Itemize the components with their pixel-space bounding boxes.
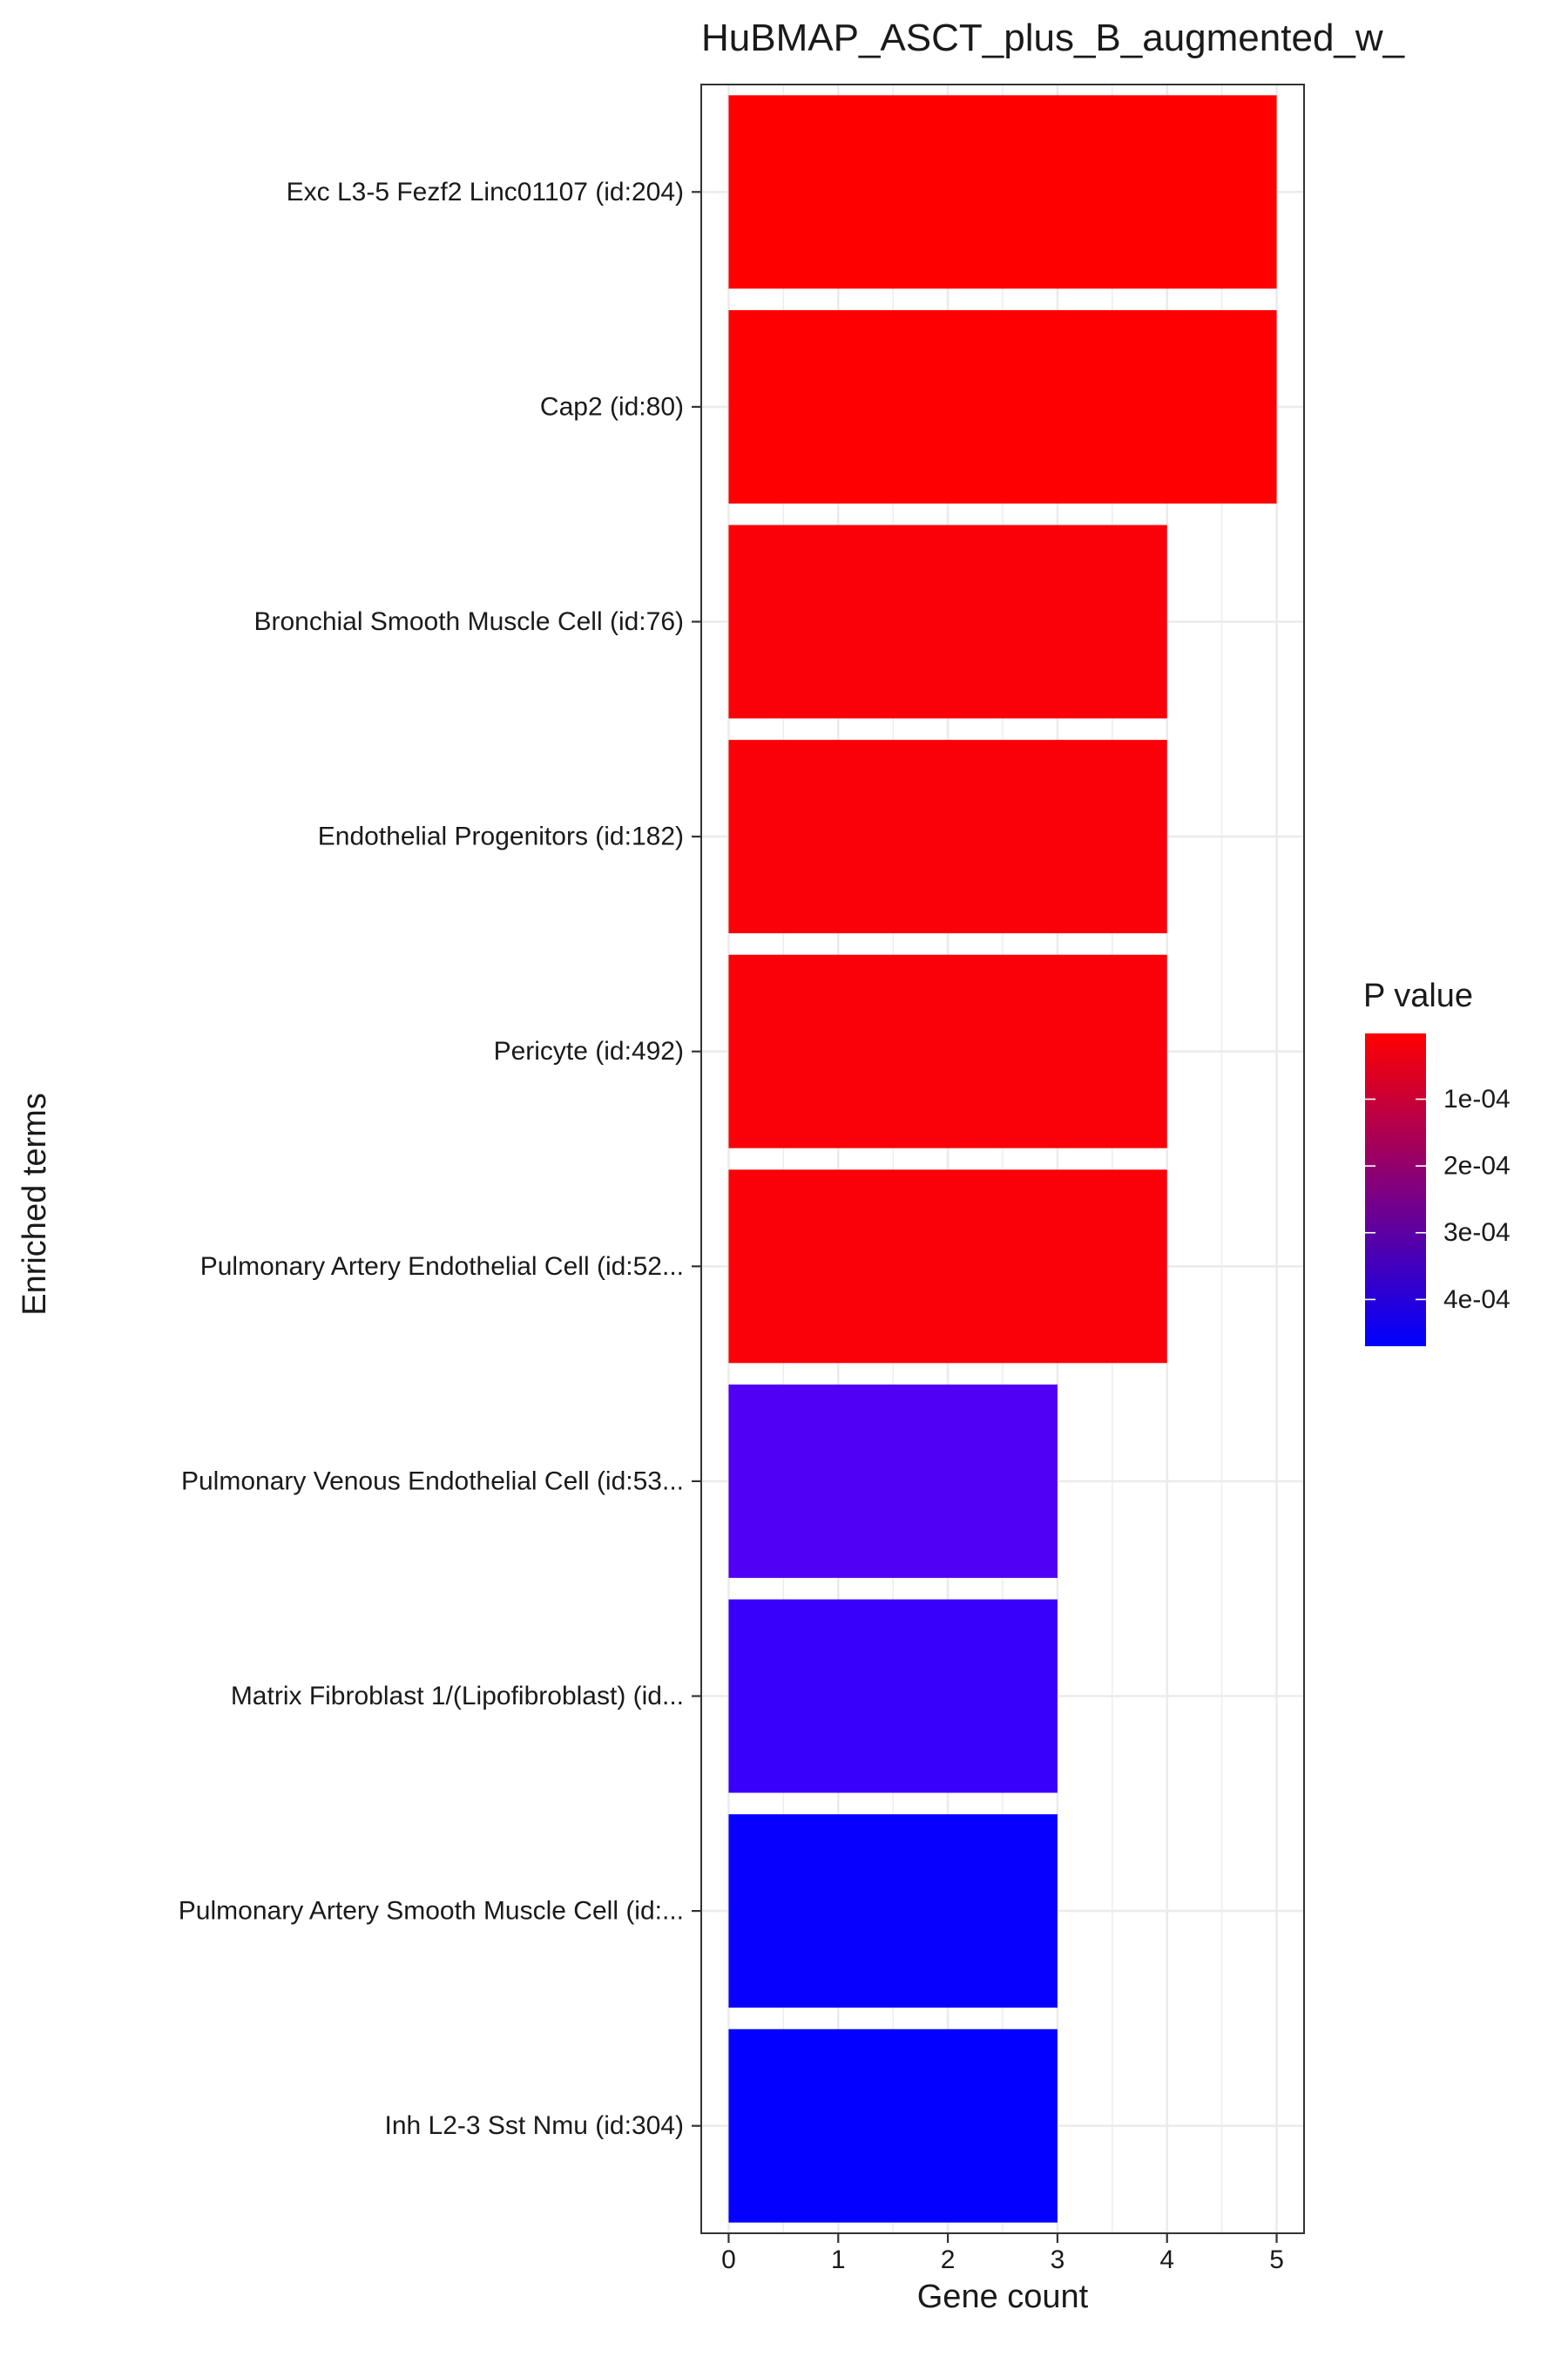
- legend-colorbar: [1365, 1033, 1426, 1346]
- bars: [728, 95, 1277, 2223]
- y-tick-label: Matrix Fibroblast 1/(Lipofibroblast) (id…: [231, 1682, 684, 1710]
- chart-title: HuBMAP_ASCT_plus_B_augmented_w_: [701, 17, 1405, 59]
- bar: [728, 309, 1277, 504]
- x-tick-label: 0: [721, 2245, 736, 2274]
- legend-tick-label: 1e-04: [1443, 1085, 1511, 1114]
- y-tick-label: Pulmonary Venous Endothelial Cell (id:53…: [181, 1466, 684, 1495]
- y-tick-label: Exc L3-5 Fezf2 Linc01107 (id:204): [287, 178, 684, 207]
- legend-tick-label: 4e-04: [1443, 1285, 1511, 1314]
- legend-title: P value: [1363, 978, 1473, 1014]
- x-tick-label: 1: [831, 2245, 846, 2274]
- bar: [728, 1384, 1058, 1578]
- bar: [728, 1814, 1058, 2008]
- bar: [728, 1599, 1058, 1793]
- y-axis-label: Enriched terms: [17, 1093, 53, 1316]
- y-tick-label: Cap2 (id:80): [540, 392, 684, 421]
- bar: [728, 954, 1167, 1148]
- legend-tick-label: 3e-04: [1443, 1218, 1511, 1247]
- y-tick-label: Inh L2-3 Sst Nmu (id:304): [385, 2111, 685, 2140]
- x-axis-label: Gene count: [917, 2279, 1089, 2315]
- x-tick-label: 4: [1159, 2245, 1174, 2274]
- bar: [728, 1169, 1167, 1364]
- bar: [728, 95, 1277, 289]
- y-tick-label: Pericyte (id:492): [494, 1037, 684, 1066]
- y-tick-label: Endothelial Progenitors (id:182): [318, 823, 684, 851]
- x-tick-label: 5: [1269, 2245, 1284, 2274]
- x-tick-label: 3: [1051, 2245, 1065, 2274]
- bar: [728, 2029, 1058, 2223]
- y-tick-label: Bronchial Smooth Muscle Cell (id:76): [253, 607, 684, 636]
- legend-tick-label: 2e-04: [1443, 1152, 1511, 1181]
- x-tick-label: 2: [941, 2245, 956, 2274]
- bar: [728, 740, 1167, 934]
- plot-panel-border: [700, 84, 1305, 2234]
- y-tick-label: Pulmonary Artery Smooth Muscle Cell (id:…: [179, 1897, 684, 1926]
- bar: [728, 525, 1167, 719]
- y-tick-label: Pulmonary Artery Endothelial Cell (id:52…: [200, 1252, 684, 1281]
